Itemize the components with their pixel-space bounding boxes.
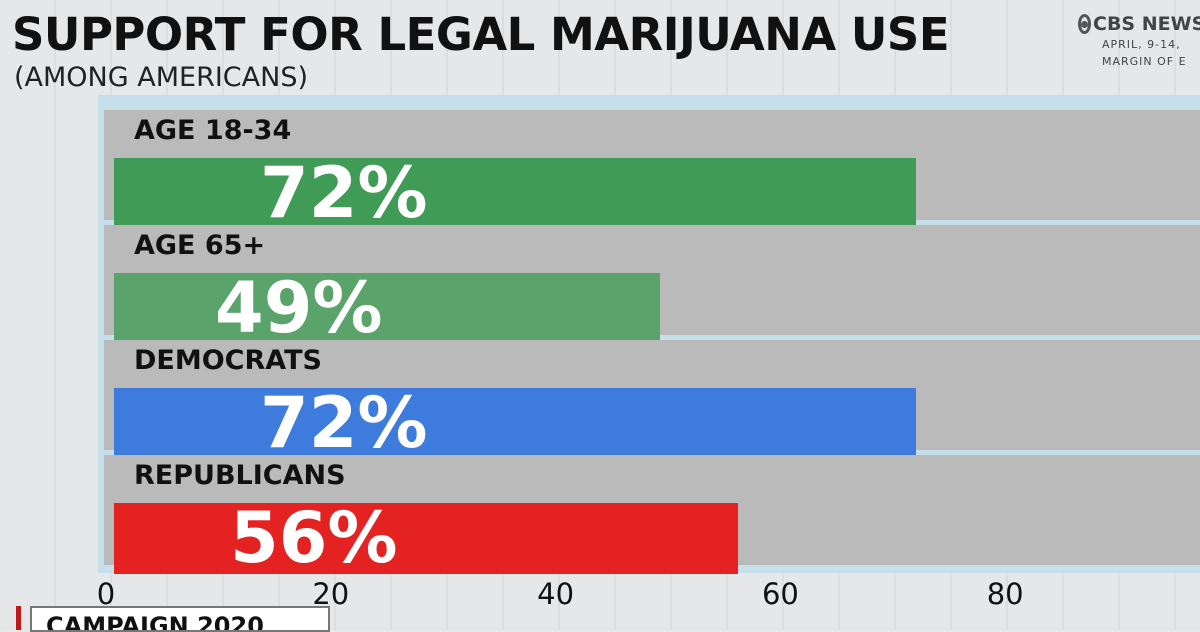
- campaign-label: CAMPAIGN 2020: [30, 606, 330, 632]
- poll-dates: APRIL, 9-14,: [1102, 38, 1181, 51]
- bar: 72%: [114, 158, 917, 229]
- x-tick-label: 80: [986, 577, 1024, 611]
- category-label: AGE 65+: [134, 230, 266, 261]
- category-label: REPUBLICANS: [134, 460, 346, 491]
- x-tick-label: 0: [96, 577, 116, 611]
- bar-value-label: 56%: [230, 503, 398, 574]
- bar: 72%: [114, 388, 917, 459]
- bar-lane: AGE 18-34 72%: [104, 110, 1200, 229]
- chart-subtitle: (AMONG AMERICANS): [14, 62, 308, 93]
- campaign-accent: [16, 606, 21, 630]
- bar-lane: REPUBLICANS 56%: [104, 455, 1200, 574]
- bar-value-label: 49%: [215, 273, 383, 344]
- category-label: AGE 18-34: [134, 115, 292, 146]
- bar-lane: DEMOCRATS 72%: [104, 340, 1200, 459]
- bar: 49%: [114, 273, 660, 344]
- chart-title: SUPPORT FOR LEGAL MARIJUANA USE: [12, 8, 950, 61]
- category-label: DEMOCRATS: [134, 345, 322, 376]
- bar-value-label: 72%: [260, 388, 428, 459]
- x-tick-label: 20: [312, 577, 350, 611]
- brand-block: CBS NEWS APRIL, 9-14, MARGIN OF E: [1078, 12, 1200, 102]
- x-tick-label: 40: [537, 577, 575, 611]
- bar-value-label: 72%: [260, 158, 428, 229]
- bar: 56%: [114, 503, 738, 574]
- x-tick-label: 60: [761, 577, 799, 611]
- x-axis: 020406080100: [0, 573, 1200, 630]
- margin-of-error: MARGIN OF E: [1102, 55, 1187, 68]
- bar-lane: AGE 65+ 49%: [104, 225, 1200, 344]
- cbs-eye-icon: [1078, 14, 1091, 34]
- brand-name: CBS NEWS: [1093, 13, 1200, 35]
